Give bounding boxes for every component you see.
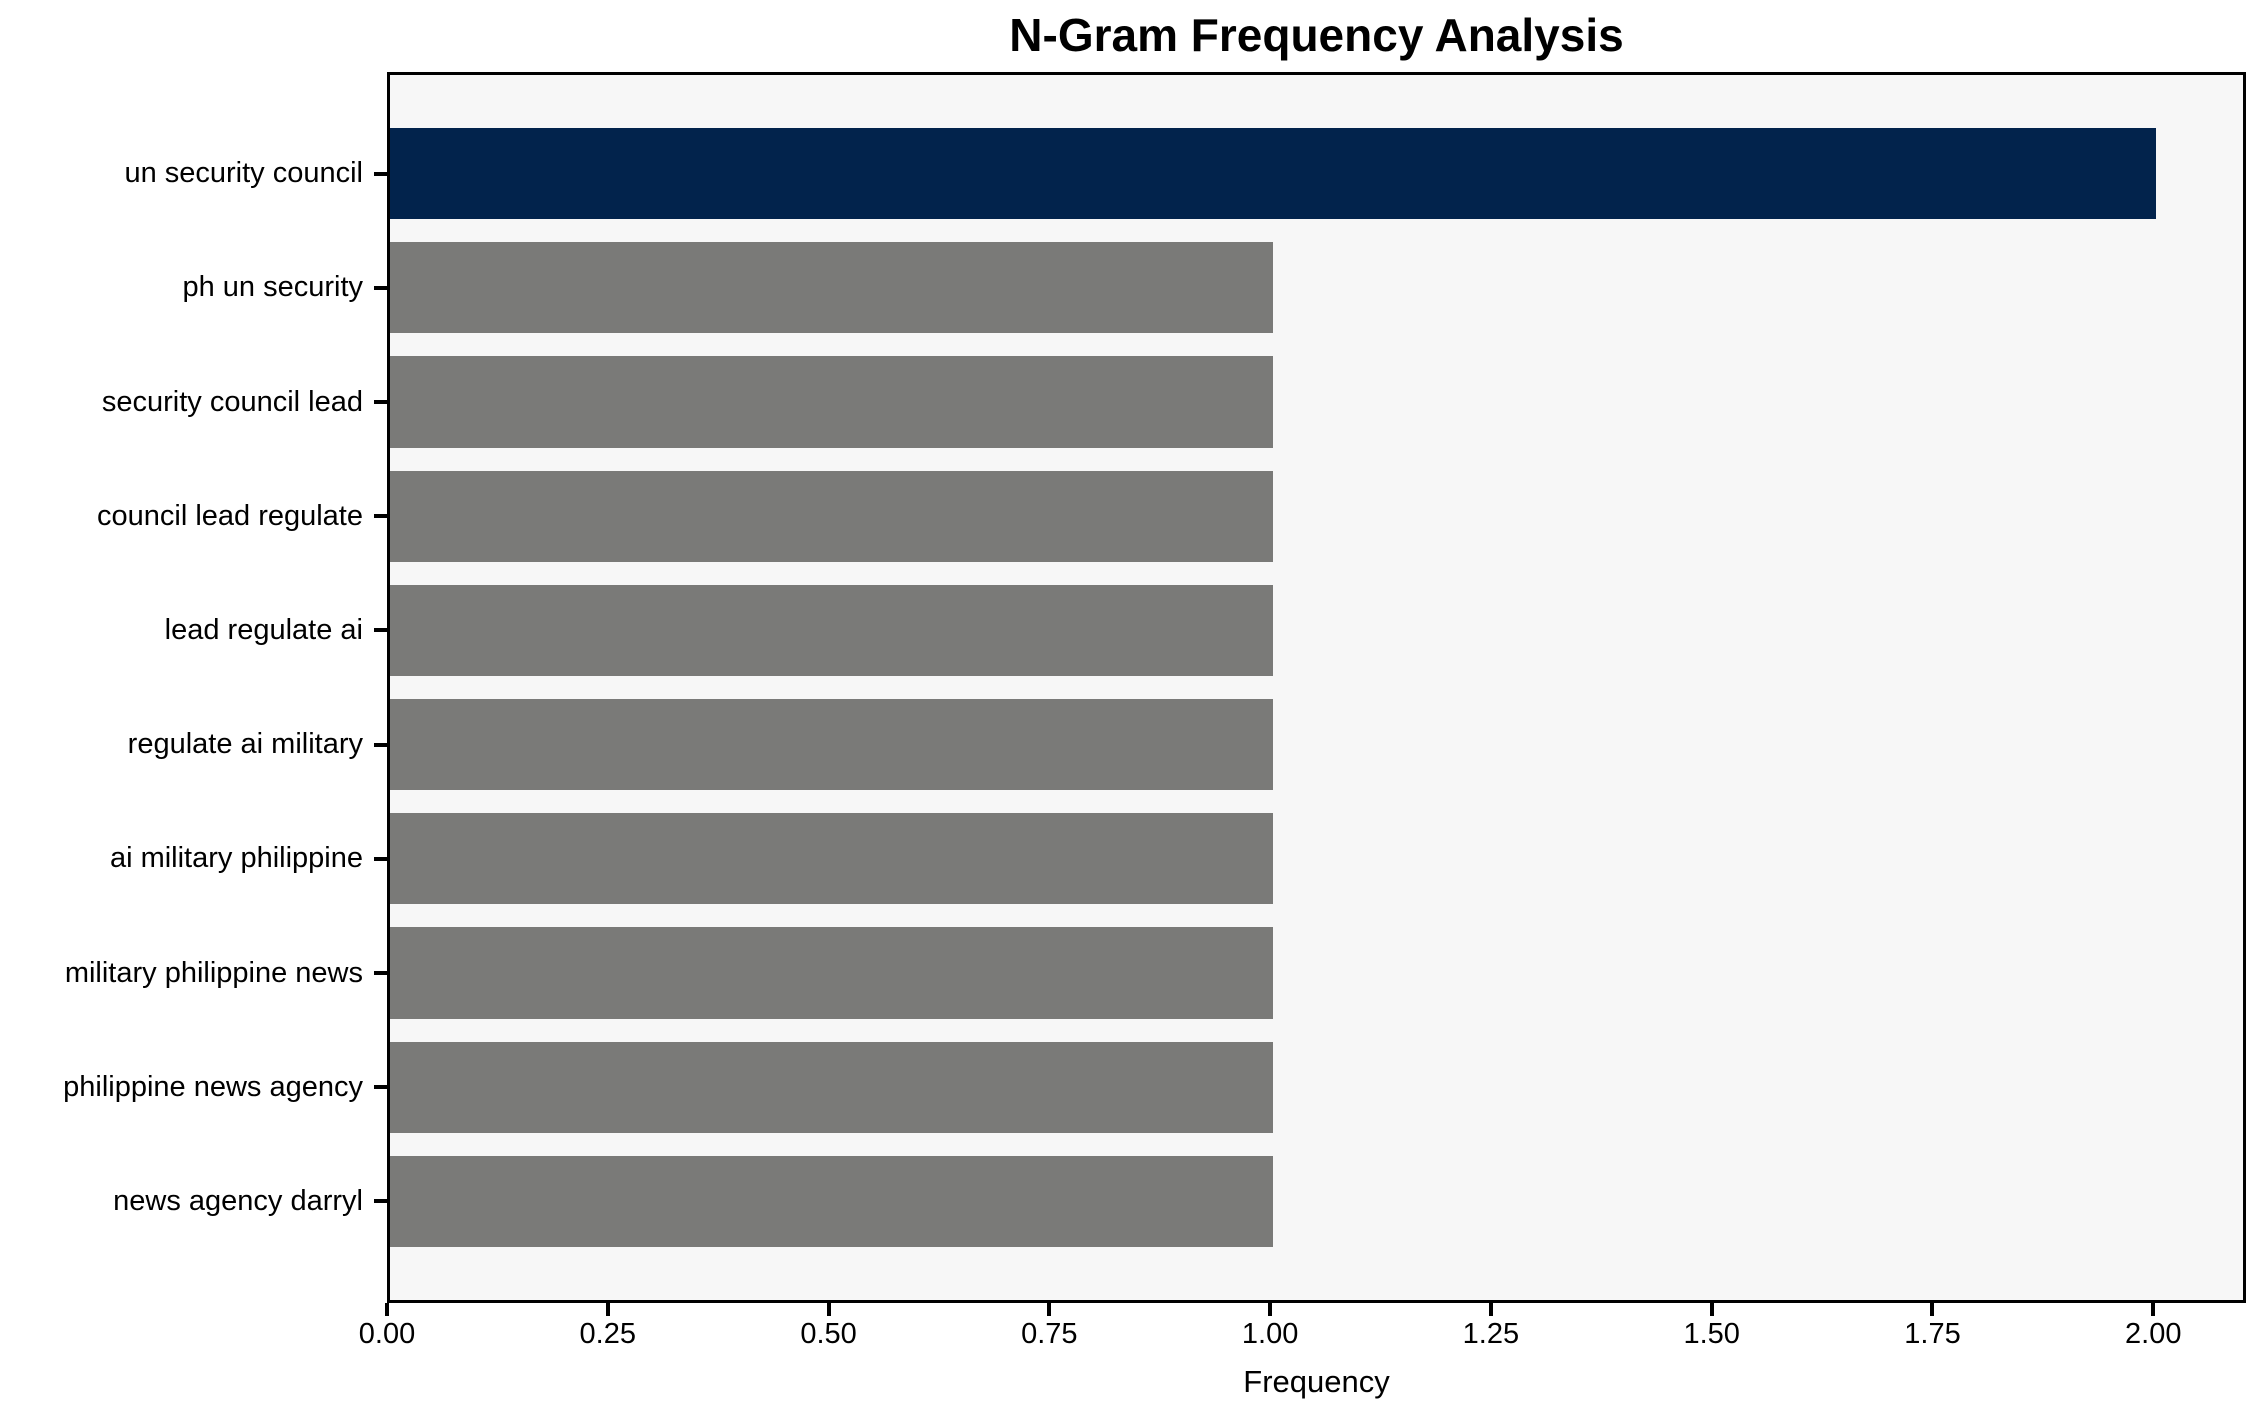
bar-un-security-council xyxy=(390,127,2157,220)
y-tick-mark xyxy=(374,971,387,975)
x-tick-label: 0.25 xyxy=(579,1318,637,1350)
plot-area xyxy=(387,72,2246,1303)
y-tick-label: military philippine news xyxy=(64,956,363,989)
bar-news-agency-darryl xyxy=(390,1155,1274,1248)
y-tick-label: ph un security xyxy=(182,271,363,304)
x-tick-label: 1.00 xyxy=(1241,1318,1299,1350)
y-tick-mark xyxy=(374,628,387,633)
x-tick-label: 2.00 xyxy=(2125,1318,2182,1350)
y-tick-label: philippine news agency xyxy=(63,1070,363,1103)
x-tick-label: 0.00 xyxy=(358,1318,416,1350)
x-tick-mark xyxy=(826,1303,831,1316)
x-tick-mark xyxy=(1709,1303,1714,1316)
y-tick-label: news agency darryl xyxy=(113,1184,363,1217)
bar-security-council-lead xyxy=(390,356,1274,448)
x-tick-mark xyxy=(1268,1303,1273,1316)
x-tick-mark xyxy=(605,1303,610,1316)
x-tick-mark xyxy=(2151,1303,2156,1316)
y-tick-mark xyxy=(374,1085,387,1090)
y-tick-mark xyxy=(374,856,387,861)
y-tick-mark xyxy=(374,285,387,290)
y-tick-label: un security council xyxy=(124,157,363,190)
bar-council-lead-regulate xyxy=(390,470,1274,562)
x-tick-mark xyxy=(1488,1303,1493,1316)
y-tick-mark xyxy=(374,742,387,747)
y-tick-mark xyxy=(374,514,387,519)
x-tick-label: 1.25 xyxy=(1462,1318,1520,1350)
x-axis-label: Frequency xyxy=(1243,1364,1390,1399)
bar-ai-military-philippine xyxy=(390,813,1274,905)
bar-regulate-ai-military xyxy=(390,698,1274,791)
x-tick-label: 1.75 xyxy=(1904,1318,1961,1350)
bar-lead-regulate-ai xyxy=(390,584,1274,677)
bar-military-philippine-news xyxy=(390,927,1274,1019)
y-tick-label: ai military philippine xyxy=(109,842,363,875)
y-tick-label: regulate ai military xyxy=(127,728,363,761)
bar-ph-un-security xyxy=(390,242,1274,334)
x-tick-mark xyxy=(1930,1303,1935,1316)
y-tick-mark xyxy=(374,400,387,404)
y-tick-label: security council lead xyxy=(101,385,363,418)
bar-philippine-news-agency xyxy=(390,1041,1274,1133)
y-tick-label: council lead regulate xyxy=(96,499,363,532)
x-tick-label: 0.75 xyxy=(1021,1318,1078,1350)
bars-layer xyxy=(390,75,2243,1300)
y-tick-mark xyxy=(374,1199,387,1204)
x-tick-mark xyxy=(385,1303,389,1316)
chart-title: N-Gram Frequency Analysis xyxy=(1009,9,1624,61)
x-tick-mark xyxy=(1047,1303,1052,1316)
x-tick-label: 1.50 xyxy=(1683,1318,1740,1350)
y-tick-mark xyxy=(374,171,387,176)
x-tick-label: 0.50 xyxy=(800,1318,857,1350)
y-tick-label: lead regulate ai xyxy=(164,613,363,646)
